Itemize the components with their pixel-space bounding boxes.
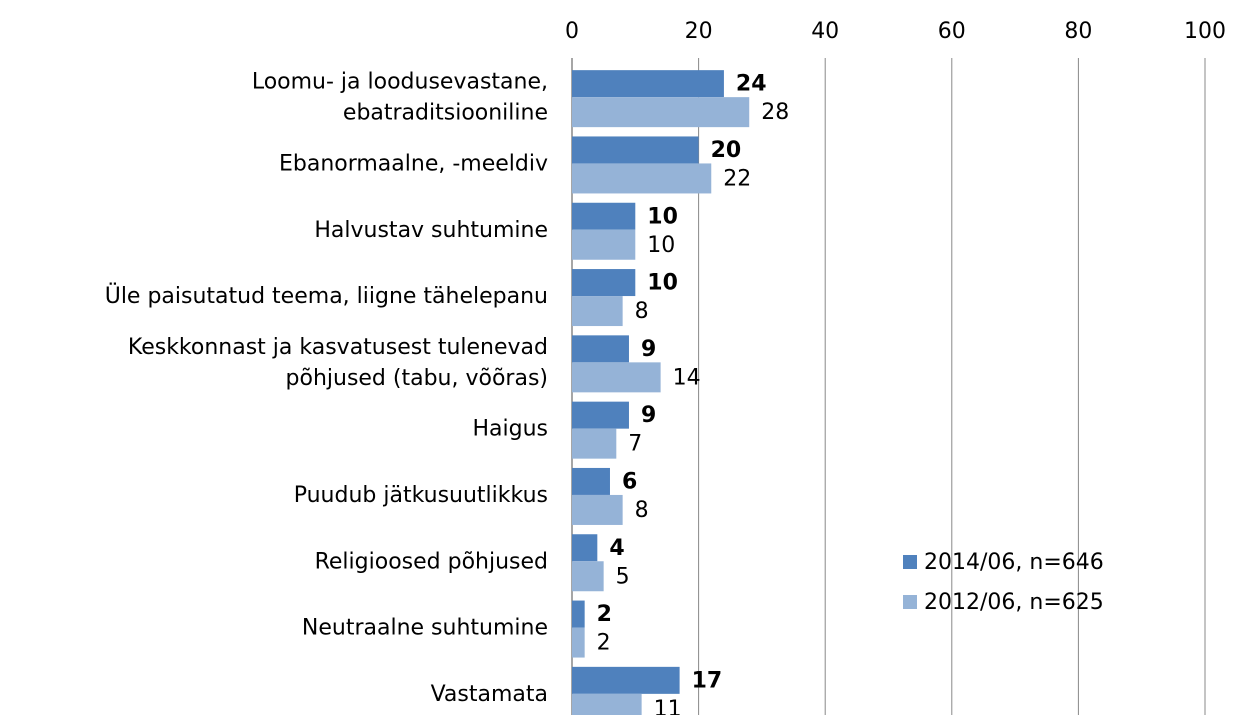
x-tick-label: 20 — [685, 19, 713, 44]
bar — [572, 136, 699, 164]
bar — [572, 362, 661, 393]
bar — [572, 70, 724, 98]
x-tick-label: 0 — [565, 19, 579, 44]
legend-swatch — [903, 555, 917, 569]
x-tick-label: 60 — [938, 19, 966, 44]
x-tick-label: 100 — [1184, 19, 1226, 44]
data-label: 22 — [723, 166, 751, 191]
data-label: 4 — [609, 536, 624, 561]
data-label: 8 — [635, 299, 649, 324]
legend-swatch — [903, 595, 917, 609]
data-label: 14 — [673, 365, 701, 390]
x-tick-label: 40 — [811, 19, 839, 44]
data-label: 17 — [692, 668, 723, 693]
category-label: Neutraalne suhtumine — [302, 616, 548, 641]
category-label: Keskkonnast ja kasvatusest tulenevad põhj… — [128, 335, 548, 391]
bar — [572, 534, 598, 562]
category-label: Religioosed põhjused — [315, 549, 548, 574]
bar — [572, 296, 623, 327]
bar — [572, 401, 629, 429]
data-label: 9 — [641, 337, 656, 362]
bar — [572, 335, 629, 363]
bar — [572, 494, 623, 525]
data-label: 7 — [628, 432, 642, 457]
data-label: 2 — [597, 631, 611, 656]
category-label: Halvustav suhtumine — [314, 218, 548, 243]
data-label: 8 — [635, 498, 649, 523]
data-label: 6 — [622, 469, 637, 494]
bar — [572, 467, 610, 495]
bar — [572, 97, 750, 128]
data-label: 5 — [616, 564, 630, 589]
data-label: 10 — [647, 271, 678, 296]
category-label: Haigus — [472, 417, 548, 442]
x-tick-label: 80 — [1064, 19, 1092, 44]
data-label: 28 — [761, 100, 789, 125]
legend-label: 2014/06, n=646 — [924, 550, 1104, 575]
bar — [572, 269, 636, 297]
legend-label: 2012/06, n=625 — [924, 590, 1104, 615]
bar — [572, 561, 604, 592]
bar — [572, 428, 617, 459]
bar — [572, 600, 585, 628]
data-label: 2 — [597, 602, 612, 627]
bar — [572, 163, 712, 194]
bar — [572, 229, 636, 260]
bar — [572, 627, 585, 658]
data-label: 10 — [647, 204, 678, 229]
category-label: Ebanormaalne, -meeldiv — [279, 151, 548, 176]
category-label: Puudub jätkusuutlikkus — [294, 483, 548, 508]
bar — [572, 202, 636, 230]
bar — [572, 666, 680, 694]
category-label: Üle paisutatud teema, liigne tähelepanu — [105, 283, 548, 309]
data-label: 9 — [641, 403, 656, 428]
data-label: 24 — [736, 72, 767, 97]
category-label: Vastamata — [431, 682, 548, 707]
data-label: 11 — [654, 697, 682, 715]
bar — [572, 693, 642, 715]
data-label: 10 — [647, 233, 675, 258]
data-label: 20 — [711, 138, 742, 163]
category-label: Loomu- ja loodusevastane, ebatraditsiooni… — [252, 70, 548, 126]
